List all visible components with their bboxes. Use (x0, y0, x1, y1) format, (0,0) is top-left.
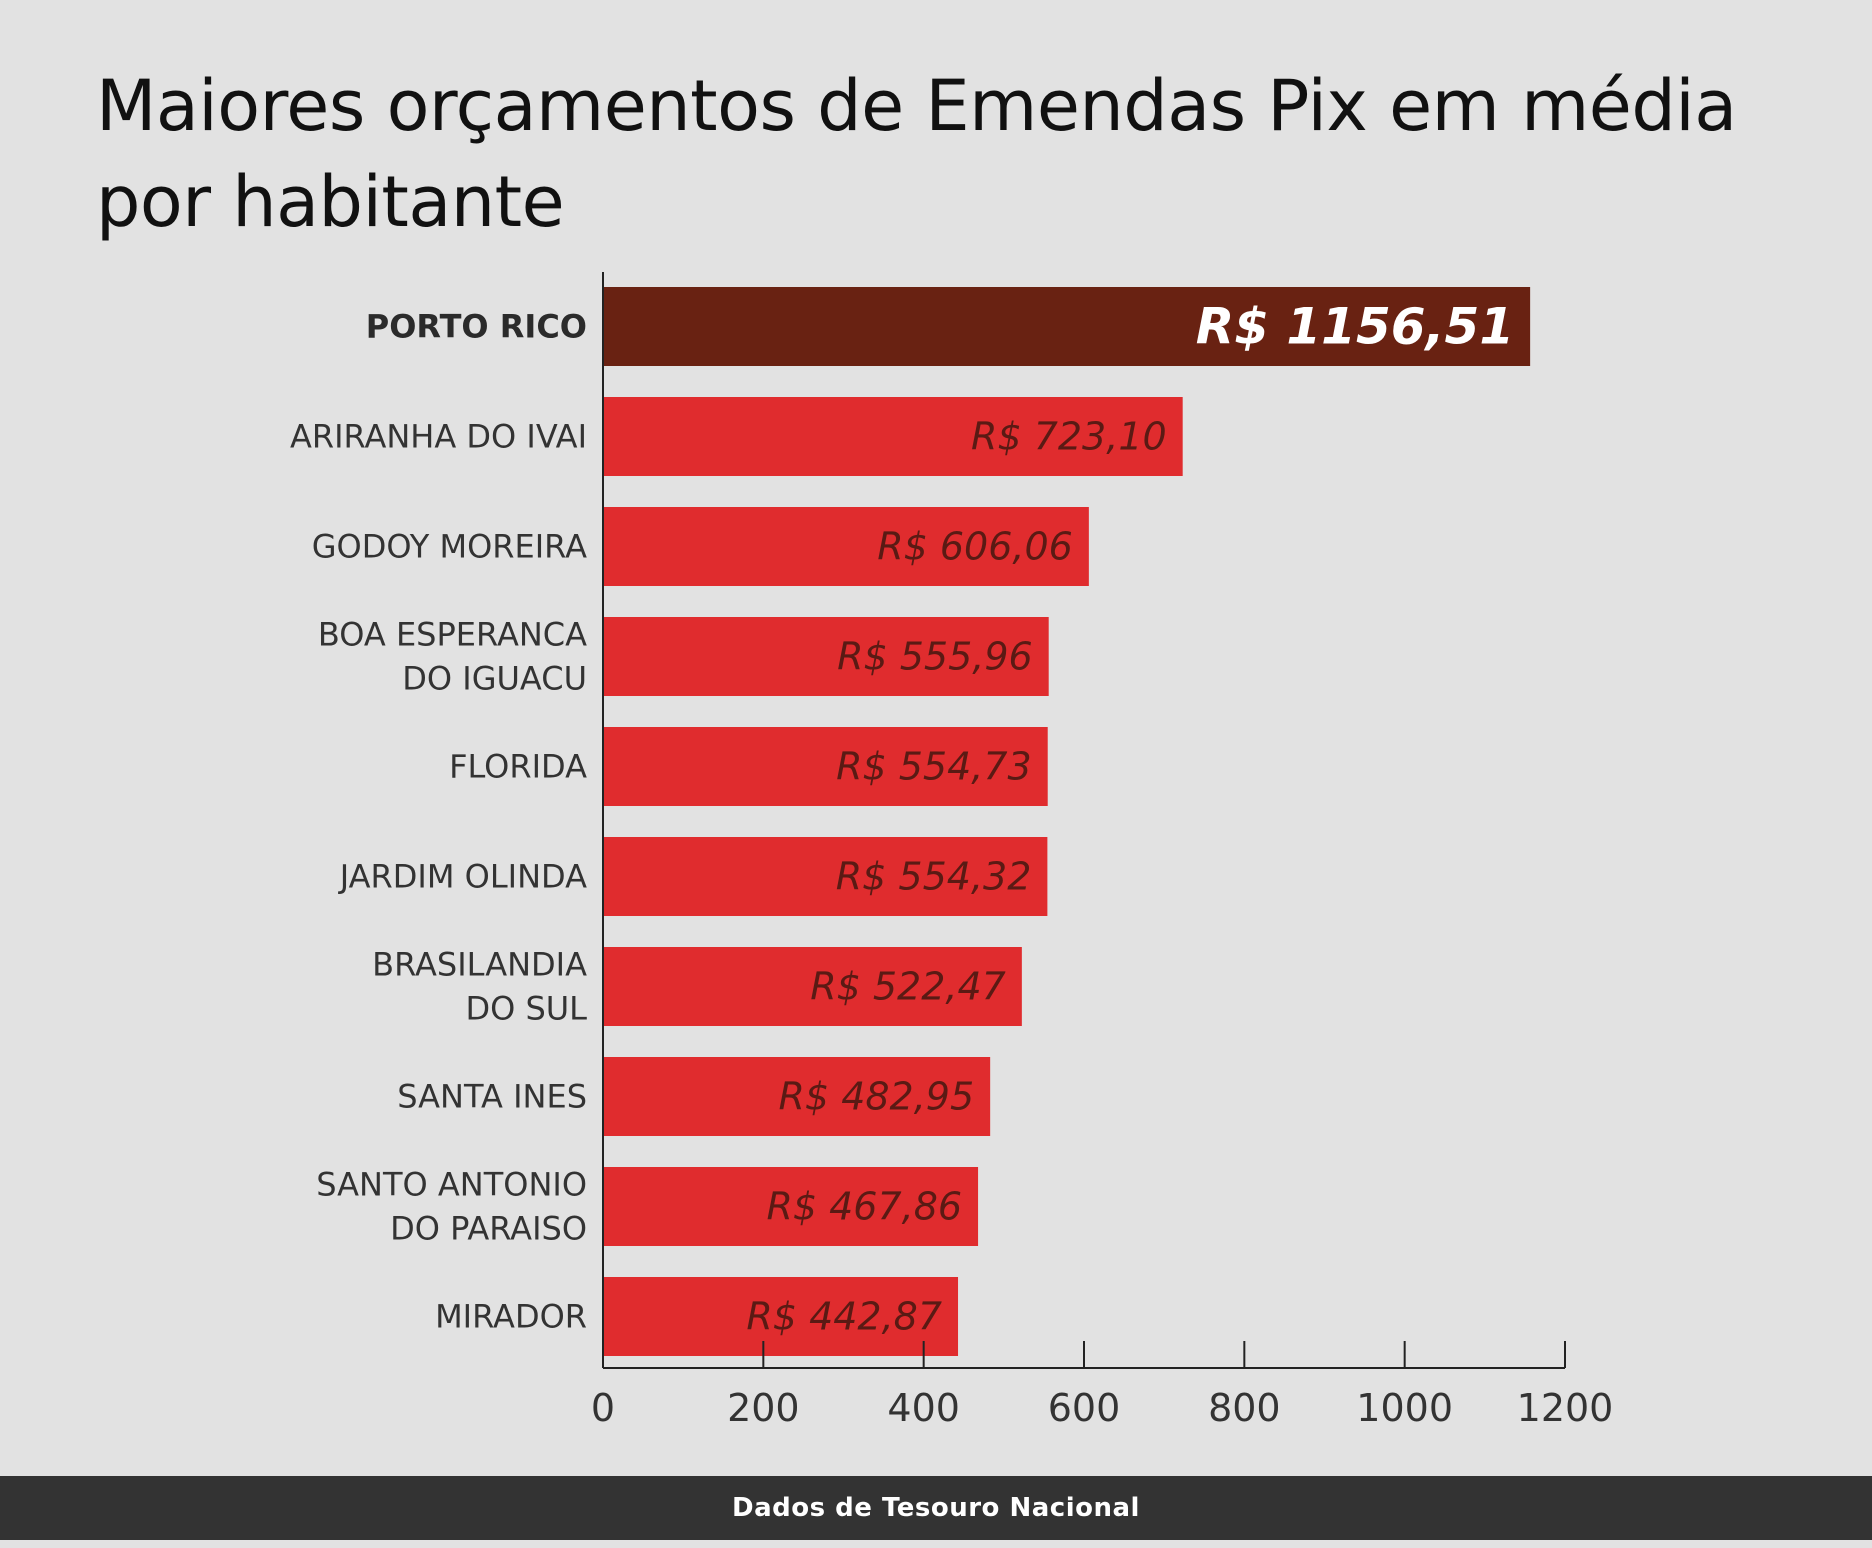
bar (603, 837, 1048, 916)
bar-value-label: R$ 1156,51 (1196, 298, 1514, 356)
bar-value-label: R$ 522,47 (810, 965, 1006, 1009)
category-label: SANTO ANTONIO DO PARAISO (316, 1166, 587, 1248)
category-label: SANTA INES (397, 1078, 587, 1116)
bar (603, 727, 1048, 806)
x-tick-label: 0 (591, 1386, 615, 1430)
x-tick-label: 200 (727, 1386, 800, 1430)
category-label: GODOY MOREIRA (312, 528, 587, 566)
x-tick-label: 600 (1048, 1386, 1121, 1430)
category-label: PORTO RICO (366, 308, 587, 346)
category-label-line: SANTO ANTONIO (316, 1166, 587, 1204)
category-label-line: DO IGUACU (402, 660, 587, 698)
bar-value-label: R$ 723,10 (971, 415, 1167, 459)
category-label-line: JARDIM OLINDA (338, 858, 587, 896)
x-tick-label: 400 (887, 1386, 960, 1430)
category-label-line: DO SUL (465, 990, 587, 1028)
category-label-line: DO PARAISO (390, 1210, 587, 1248)
category-label: FLORIDA (449, 748, 587, 786)
category-label-line: SANTA INES (397, 1078, 587, 1116)
bar-value-label: R$ 554,32 (836, 855, 1032, 899)
bar (603, 1167, 979, 1246)
category-label-line: ARIRANHA DO IVAI (290, 418, 587, 456)
bar-value-label: R$ 467,86 (766, 1185, 962, 1229)
bar (603, 287, 1531, 366)
bar (603, 507, 1089, 586)
bar (603, 617, 1049, 696)
x-tick-label: 1000 (1356, 1386, 1453, 1430)
category-label: BOA ESPERANCA DO IGUACU (318, 616, 587, 698)
category-label: JARDIM OLINDA (338, 858, 587, 896)
category-label: ARIRANHA DO IVAI (290, 418, 587, 456)
category-label-line: BRASILANDIA (372, 946, 587, 984)
bar-value-label: R$ 554,73 (836, 745, 1032, 789)
category-label: BRASILANDIA DO SUL (372, 946, 587, 1028)
source-label: Dados de Tesouro Nacional (732, 1493, 1140, 1523)
bar-value-label: R$ 555,96 (837, 635, 1033, 679)
bar (603, 1277, 959, 1356)
category-label-line: BOA ESPERANCA (318, 616, 587, 654)
category-label-line: MIRADOR (435, 1298, 587, 1336)
bar-value-label: R$ 482,95 (779, 1075, 975, 1119)
x-tick-label: 800 (1208, 1386, 1281, 1430)
bar-value-label: R$ 606,06 (877, 525, 1073, 569)
category-label-line: FLORIDA (449, 748, 587, 786)
bar (603, 1057, 991, 1136)
bar (603, 947, 1022, 1026)
category-label-line: PORTO RICO (366, 308, 587, 346)
category-label: MIRADOR (435, 1298, 587, 1336)
bar-chart: R$ 1156,51 PORTO RICO R$ 723,10 ARIRANHA DO… (290, 272, 1614, 1430)
x-tick-label: 1200 (1517, 1386, 1614, 1430)
chart-title: Maiores orçamentos de Emendas Pix em méd… (96, 65, 1737, 243)
bar (603, 397, 1183, 476)
category-label-line: GODOY MOREIRA (312, 528, 587, 566)
source-footer: Dados de Tesouro Nacional (0, 1476, 1872, 1540)
bar-value-label: R$ 442,87 (746, 1295, 942, 1339)
